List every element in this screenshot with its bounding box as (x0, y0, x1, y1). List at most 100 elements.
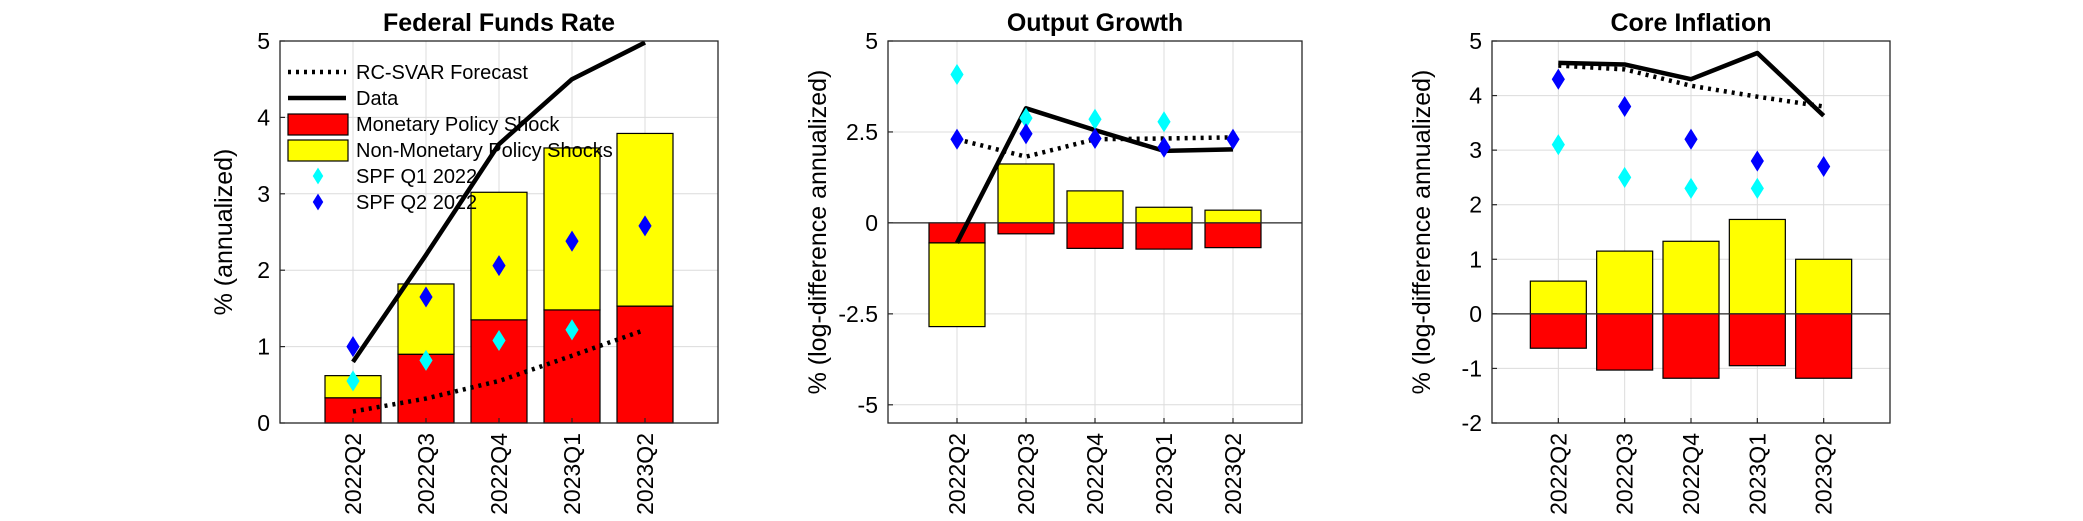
bar-non-monetary-policy-shocks-2022q3 (1596, 250, 1654, 315)
legend-item-rc-svar-forecast: RC-SVAR Forecast (288, 62, 528, 84)
marker-spf-q2-2022-2023q1 (565, 230, 579, 252)
bar-monetary-policy-shock-2022q4 (1662, 313, 1720, 379)
line-rc-svar-forecast (1558, 63, 1824, 109)
legend-swatch (312, 167, 324, 185)
bar-non-monetary-policy-shocks-2023q2 (1204, 209, 1262, 224)
x-tick-label-2022q3: 2022Q3 (1612, 433, 1638, 515)
legend-item-spf-q1-2022: SPF Q1 2022 (312, 166, 477, 188)
legend-label: Monetary Policy Shock (356, 114, 560, 136)
marker-spf-q1-2022-2022q3 (419, 349, 433, 371)
bar-monetary-policy-shock-2022q3 (1596, 313, 1654, 371)
bar-monetary-policy-shock-2023q2 (1204, 222, 1262, 249)
x-tick-label-2022q2: 2022Q2 (944, 433, 970, 515)
y-tick-label: 5 (865, 28, 878, 54)
legend-item-monetary-policy-shock: Monetary Policy Shock (287, 113, 560, 136)
marker-spf-q2-2022-2023q1 (1157, 136, 1171, 158)
line-rc-svar-forecast (956, 135, 1234, 159)
line-data (351, 40, 647, 364)
marker-spf-q2-2022-2022q3 (1019, 123, 1033, 145)
legend-label: SPF Q2 2022 (356, 192, 477, 214)
bar-monetary-policy-shock-2022q2 (1529, 313, 1587, 349)
marker-spf-q2-2022-2022q4 (1088, 127, 1102, 150)
marker-spf-q2-2022-2022q2 (346, 336, 360, 358)
y-tick-label: 4 (1469, 83, 1482, 109)
x-tick-label-2023q1: 2023Q1 (1151, 433, 1177, 515)
legend-swatch (287, 113, 349, 136)
marker-spf-q1-2022-2023q1 (1157, 111, 1171, 133)
bar-monetary-policy-shock-2022q4 (1066, 222, 1124, 249)
chart-title: Federal Funds Rate (383, 9, 615, 37)
y-axis-label: % (log-difference annualized) (804, 70, 832, 395)
marker-spf-q2-2022-2023q1 (1750, 150, 1764, 172)
marker-spf-q2-2022-2022q4 (1684, 128, 1698, 150)
y-tick-label: 5 (1469, 28, 1482, 54)
x-tick-label-2023q1: 2023Q1 (1744, 433, 1770, 515)
bar-non-monetary-policy-shocks-2023q2 (1795, 258, 1853, 315)
legend-item-spf-q2-2022: SPF Q2 2022 (312, 192, 477, 214)
marker-spf-q2-2022-2022q2 (950, 128, 964, 150)
legend-label: RC-SVAR Forecast (356, 62, 528, 84)
legend-swatch (287, 139, 349, 162)
bar-non-monetary-policy-shocks-2023q1 (1135, 206, 1193, 224)
x-tick-label-2023q2: 2023Q2 (632, 433, 658, 515)
y-axis-label: % (annualized) (210, 149, 238, 316)
panel-output-growth: -5 -2.5 0 2.5 5 2022Q2 2022Q3 2022Q4 2023Q1 2023Q… (804, 9, 1303, 515)
legend-label: Data (356, 88, 399, 110)
marker-spf-q2-2022-2023q2 (638, 215, 652, 237)
x-tick-label-2023q1: 2023Q1 (559, 433, 585, 515)
y-tick-label: 3 (1469, 137, 1482, 163)
y-axis-label: % (log-difference annualized) (1408, 70, 1436, 395)
bar-monetary-policy-shock-2023q2 (616, 305, 674, 424)
line-rc-svar-forecast (352, 327, 646, 414)
y-tick-label: 2.5 (846, 119, 878, 145)
x-tick-label-2022q2: 2022Q2 (1545, 433, 1571, 515)
bar-non-monetary-policy-shocks-2022q4 (1066, 190, 1124, 224)
bar-non-monetary-policy-shocks-2022q2 (1529, 280, 1587, 315)
legend-label: Non-Monetary Policy Shocks (356, 140, 613, 162)
y-tick-label: -1 (1462, 355, 1482, 381)
marker-spf-q1-2022-2022q2 (346, 370, 360, 392)
y-tick-label: 1 (1469, 246, 1482, 272)
y-tick-label: -2 (1462, 410, 1482, 436)
marker-spf-q1-2022-2023q1 (1750, 177, 1764, 199)
marker-spf-q1-2022-2022q4 (1088, 108, 1102, 130)
bar-non-monetary-policy-shocks-2023q1 (1728, 218, 1786, 315)
marker-spf-q2-2022-2023q2 (1817, 155, 1831, 178)
marker-spf-q1-2022-2023q1 (565, 319, 579, 341)
marker-spf-q1-2022-2022q4 (492, 329, 506, 352)
y-tick-label: -2.5 (838, 301, 878, 327)
y-tick-label: 2 (1469, 192, 1482, 218)
x-tick-label-2022q4: 2022Q4 (1082, 433, 1108, 515)
y-tick-label: -5 (858, 392, 878, 418)
marker-spf-q2-2022-2022q3 (419, 286, 433, 308)
panel-federal-funds-rate: 0 1 2 3 4 5 2022Q2 2022Q3 2022Q4 2023Q1 2023Q2 Fede… (210, 9, 719, 515)
legend: RC-SVAR Forecast Data Monetary Policy Shoc… (287, 62, 613, 214)
chart-title: Output Growth (1007, 9, 1183, 37)
legend-item-non-monetary-policy-shocks: Non-Monetary Policy Shocks (287, 139, 613, 162)
legend-item-data: Data (288, 88, 399, 110)
marker-spf-q2-2022-2022q2 (1551, 68, 1565, 90)
x-tick-label-2022q4: 2022Q4 (1678, 433, 1704, 515)
legend-swatch (312, 193, 324, 211)
bar-monetary-policy-shock-2023q1 (1135, 222, 1193, 250)
y-tick-label: 2 (257, 257, 270, 283)
bar-non-monetary-policy-shocks-2022q2 (928, 242, 986, 328)
y-tick-label: 0 (257, 410, 270, 436)
bar-monetary-policy-shock-2023q2 (1795, 313, 1853, 379)
panel-core-inflation: -2 -1 0 1 2 3 4 5 2022Q2 2022Q3 2022Q4 2023Q1 2023Q2… (1408, 9, 1891, 515)
y-tick-label: 0 (865, 210, 878, 236)
y-tick-label: 5 (257, 28, 270, 54)
y-tick-label: 1 (257, 334, 270, 360)
y-tick-label: 4 (257, 104, 270, 130)
x-tick-label-2022q3: 2022Q3 (1013, 433, 1039, 515)
x-tick-label-2023q2: 2023Q2 (1220, 433, 1246, 515)
x-tick-label-2023q2: 2023Q2 (1811, 433, 1837, 515)
chart-title: Core Inflation (1610, 9, 1771, 37)
marker-spf-q1-2022-2022q3 (1618, 166, 1632, 188)
bar-monetary-policy-shock-2023q1 (1728, 313, 1786, 367)
marker-spf-q2-2022-2022q3 (1618, 95, 1632, 118)
bar-monetary-policy-shock-2022q3 (997, 222, 1055, 235)
bar-non-monetary-policy-shocks-2022q3 (997, 163, 1055, 224)
marker-spf-q2-2022-2023q2 (1226, 128, 1240, 150)
